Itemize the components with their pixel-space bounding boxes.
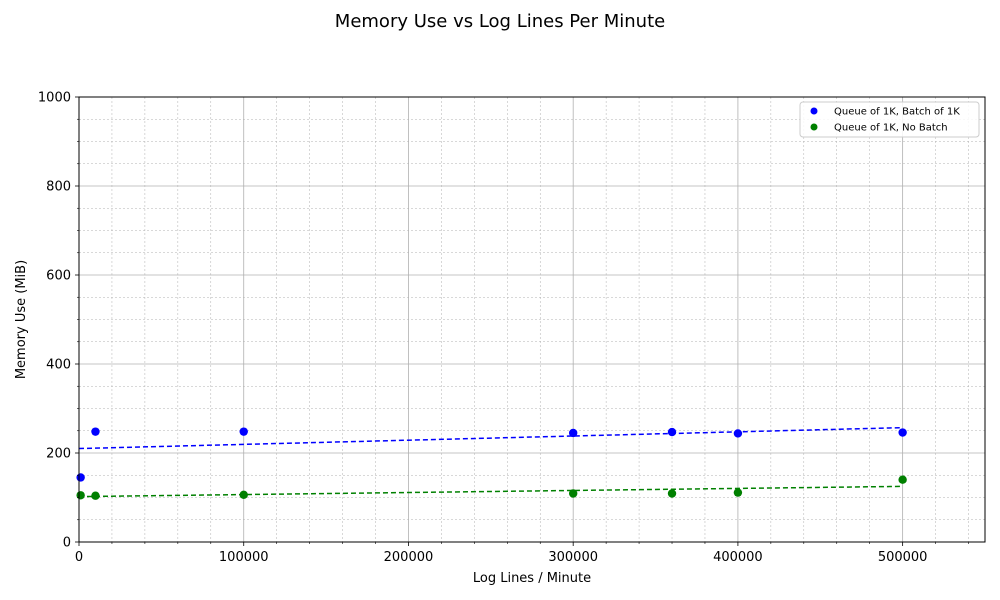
data-point-series-0 bbox=[733, 429, 743, 438]
y-tick-label: 0 bbox=[63, 536, 71, 551]
x-axis-label: Log Lines / Minute bbox=[473, 571, 591, 586]
legend: Queue of 1K, Batch of 1K Queue of 1K, No… bbox=[799, 101, 980, 138]
data-point-series-0 bbox=[91, 427, 100, 436]
legend-label-no-batch: Queue of 1K, No Batch bbox=[834, 123, 948, 134]
legend-marker-batch bbox=[810, 107, 818, 115]
data-point-series-1 bbox=[239, 490, 248, 500]
x-tick-label: 200000 bbox=[384, 550, 434, 565]
legend-box bbox=[799, 101, 980, 138]
trendline-series-0 bbox=[78, 426, 903, 450]
legend-label-batch: Queue of 1K, Batch of 1K bbox=[834, 107, 960, 118]
data-point-series-0 bbox=[898, 428, 907, 437]
y-axis-ticks: 0 200 400 600 800 1000 bbox=[38, 91, 79, 551]
data-point-series-1 bbox=[733, 488, 743, 497]
data-point-series-0 bbox=[76, 473, 85, 482]
x-tick-label: 300000 bbox=[548, 550, 598, 565]
trendlines bbox=[78, 426, 903, 498]
x-tick-label: 0 bbox=[75, 550, 83, 565]
y-tick-label: 1000 bbox=[38, 91, 71, 106]
minor-grid bbox=[79, 97, 985, 542]
data-point-series-1 bbox=[667, 489, 677, 498]
data-point-series-0 bbox=[667, 427, 677, 437]
x-tick-label: 100000 bbox=[219, 550, 269, 565]
chart-title: Memory Use vs Log Lines Per Minute bbox=[335, 11, 665, 32]
y-tick-label: 800 bbox=[46, 180, 71, 195]
y-tick-label: 600 bbox=[46, 269, 71, 284]
data-point-series-1 bbox=[898, 475, 907, 484]
y-tick-label: 200 bbox=[46, 447, 71, 462]
trendline-series-1 bbox=[78, 485, 903, 498]
x-tick-label: 400000 bbox=[713, 550, 763, 565]
x-axis-ticks: 0 100000 200000 300000 400000 500000 bbox=[75, 542, 969, 565]
legend-marker-no-batch bbox=[810, 123, 818, 131]
data-point-series-1 bbox=[568, 489, 578, 498]
x-tick-label: 500000 bbox=[878, 550, 928, 565]
data-point-series-1 bbox=[91, 491, 100, 500]
data-point-series-0 bbox=[239, 427, 248, 436]
data-point-series-1 bbox=[76, 491, 85, 500]
data-point-series-0 bbox=[568, 428, 578, 438]
y-tick-label: 400 bbox=[46, 358, 71, 373]
y-axis-label: Memory Use (MiB) bbox=[14, 260, 29, 379]
